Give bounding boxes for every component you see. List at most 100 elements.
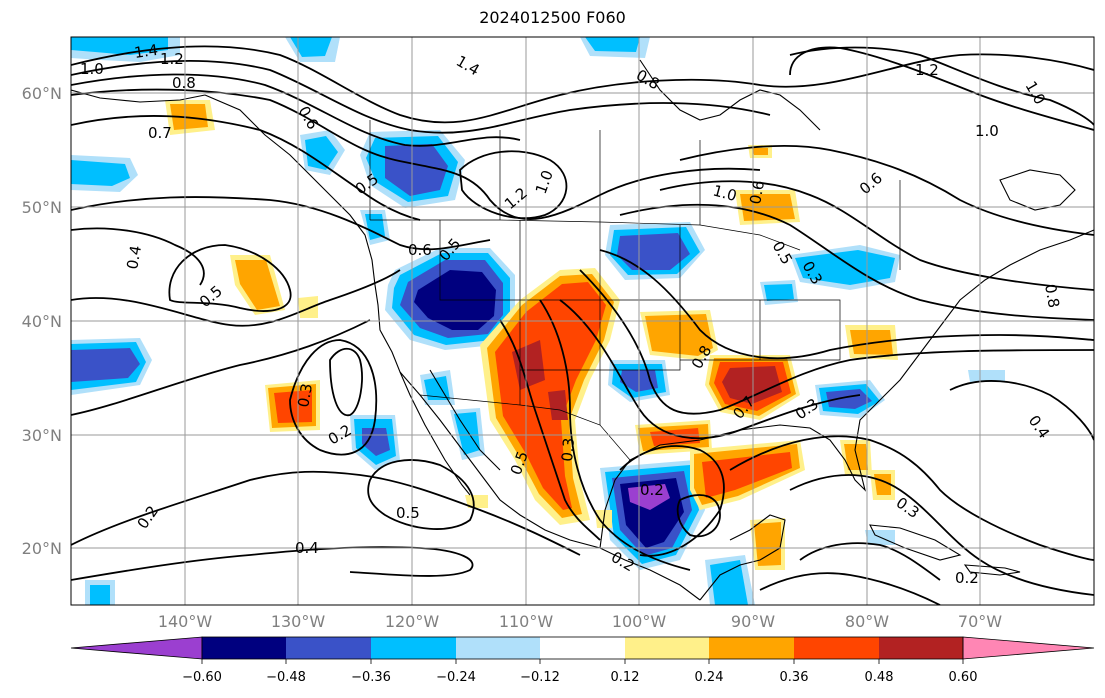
- contour-label: 0.3: [558, 437, 578, 462]
- contour-line: [499, 319, 601, 541]
- contour-line: [367, 459, 475, 530]
- contour-label: 1.4: [133, 41, 159, 62]
- contour-line: [289, 339, 378, 456]
- shade-orange: [235, 260, 280, 310]
- contour-line: [71, 73, 521, 147]
- contour-label: 0.5: [396, 504, 420, 522]
- lon-label-140: 140°W: [158, 612, 213, 631]
- contour-line: [676, 494, 721, 538]
- colorbar-label: 0.48: [865, 670, 894, 685]
- contour-line: [789, 474, 1094, 596]
- colorbar-label: −0.48: [266, 670, 306, 685]
- province-lines: [369, 120, 901, 270]
- contour-line: [329, 347, 363, 416]
- contour-line: [579, 269, 1094, 415]
- coastline-islands: [963, 564, 1021, 576]
- shade-cyan: [454, 412, 480, 455]
- lat-label-40: 40°N: [22, 312, 62, 331]
- shade-blue: [71, 348, 140, 382]
- colorbar-label: 0.24: [695, 670, 724, 685]
- colorbar: −0.60 −0.48 −0.36 −0.24 −0.12 0.12 0.24 …: [70, 636, 1095, 685]
- coastline-alaska: [71, 89, 206, 103]
- contour-label: 1.0: [711, 181, 739, 205]
- coastline-east: [929, 229, 1094, 341]
- contour-line: [71, 60, 771, 134]
- shade-light-blue: [968, 370, 1005, 382]
- contour-label: 1.0: [975, 122, 999, 140]
- contour-label: 0.6: [408, 241, 432, 259]
- contour-line: [659, 180, 1094, 291]
- lat-label-50: 50°N: [22, 198, 62, 217]
- shade-cyan: [71, 160, 130, 186]
- colorbar-frame: [201, 636, 964, 660]
- colorbar-ticks: [201, 659, 964, 664]
- shade-orange: [754, 522, 781, 566]
- colorbar-bin: [540, 637, 625, 659]
- contour-line: [71, 546, 474, 581]
- colorbar-label: 0.60: [949, 670, 978, 685]
- lat-label-20: 20°N: [22, 539, 62, 558]
- shade-dark-red: [722, 366, 782, 404]
- contour-line: [559, 299, 861, 440]
- lat-label-30: 30°N: [22, 426, 62, 445]
- contour-line: [949, 380, 1094, 441]
- contour-line: [729, 435, 1094, 561]
- contour-line: [71, 45, 1094, 124]
- shade-cyan: [90, 585, 110, 605]
- contour-line: [71, 319, 371, 416]
- contour-label: 0.2: [955, 569, 979, 587]
- shade-cyan: [424, 376, 450, 400]
- coastline-gulf-california: [429, 369, 501, 471]
- contour-line: [71, 115, 421, 221]
- shade-cyan: [710, 560, 748, 605]
- border-us-mexico: [419, 394, 631, 461]
- contour-line: [71, 470, 581, 556]
- shade-yellow: [465, 495, 488, 508]
- latitude-labels: 60°N 50°N 40°N 30°N 20°N: [22, 84, 62, 558]
- lon-label-130: 130°W: [271, 612, 326, 631]
- shade-orange: [844, 444, 868, 470]
- contour-label: 0.6: [746, 179, 768, 206]
- shade-cyan: [365, 214, 385, 240]
- contour-label: 0.3: [294, 382, 316, 409]
- shade-dark-red: [548, 390, 568, 420]
- border-us-canada: [370, 219, 801, 251]
- contour-line: [619, 203, 1094, 321]
- contour-line: [599, 249, 1094, 360]
- graticule: [71, 37, 1094, 605]
- shade-yellow: [298, 296, 318, 318]
- lon-label-110: 110°W: [499, 612, 554, 631]
- colorbar-bin: [371, 637, 456, 659]
- shade-red: [274, 390, 312, 423]
- contour-label: 0.2: [640, 481, 664, 499]
- coastline-baja: [399, 371, 471, 496]
- colorbar-label: −0.24: [436, 670, 476, 685]
- lon-label-120: 120°W: [385, 612, 440, 631]
- colorbar-label: −0.12: [520, 670, 560, 685]
- lon-label-100: 100°W: [612, 612, 667, 631]
- contour-line: [71, 227, 205, 286]
- lat-label-60: 60°N: [22, 84, 62, 103]
- colorbar-label: −0.60: [182, 670, 222, 685]
- shade-cyan: [290, 37, 332, 57]
- contour-label: 0.8: [1041, 283, 1063, 310]
- shade-blue: [617, 233, 690, 270]
- colorbar-bin: [879, 637, 963, 659]
- colorbar-label: 0.36: [780, 670, 809, 685]
- shade-cyan: [585, 37, 640, 52]
- colorbar-label: 0.12: [611, 670, 640, 685]
- colorbar-bin: [202, 637, 286, 659]
- contour-line: [679, 144, 1094, 236]
- contour-label: 1.2: [915, 61, 939, 79]
- contour-label: 1.0: [80, 60, 104, 78]
- state-lines: [439, 220, 841, 425]
- contour-line: [789, 46, 1094, 131]
- contour-line: [789, 46, 1094, 126]
- colorbar-bin: [709, 637, 794, 659]
- contour-line: [168, 244, 292, 312]
- shade-cyan: [764, 284, 794, 301]
- contour-line: [71, 196, 491, 251]
- coastline-newfoundland: [999, 169, 1076, 211]
- contour-label: 1.2: [160, 50, 184, 68]
- shade-cyan: [795, 250, 895, 285]
